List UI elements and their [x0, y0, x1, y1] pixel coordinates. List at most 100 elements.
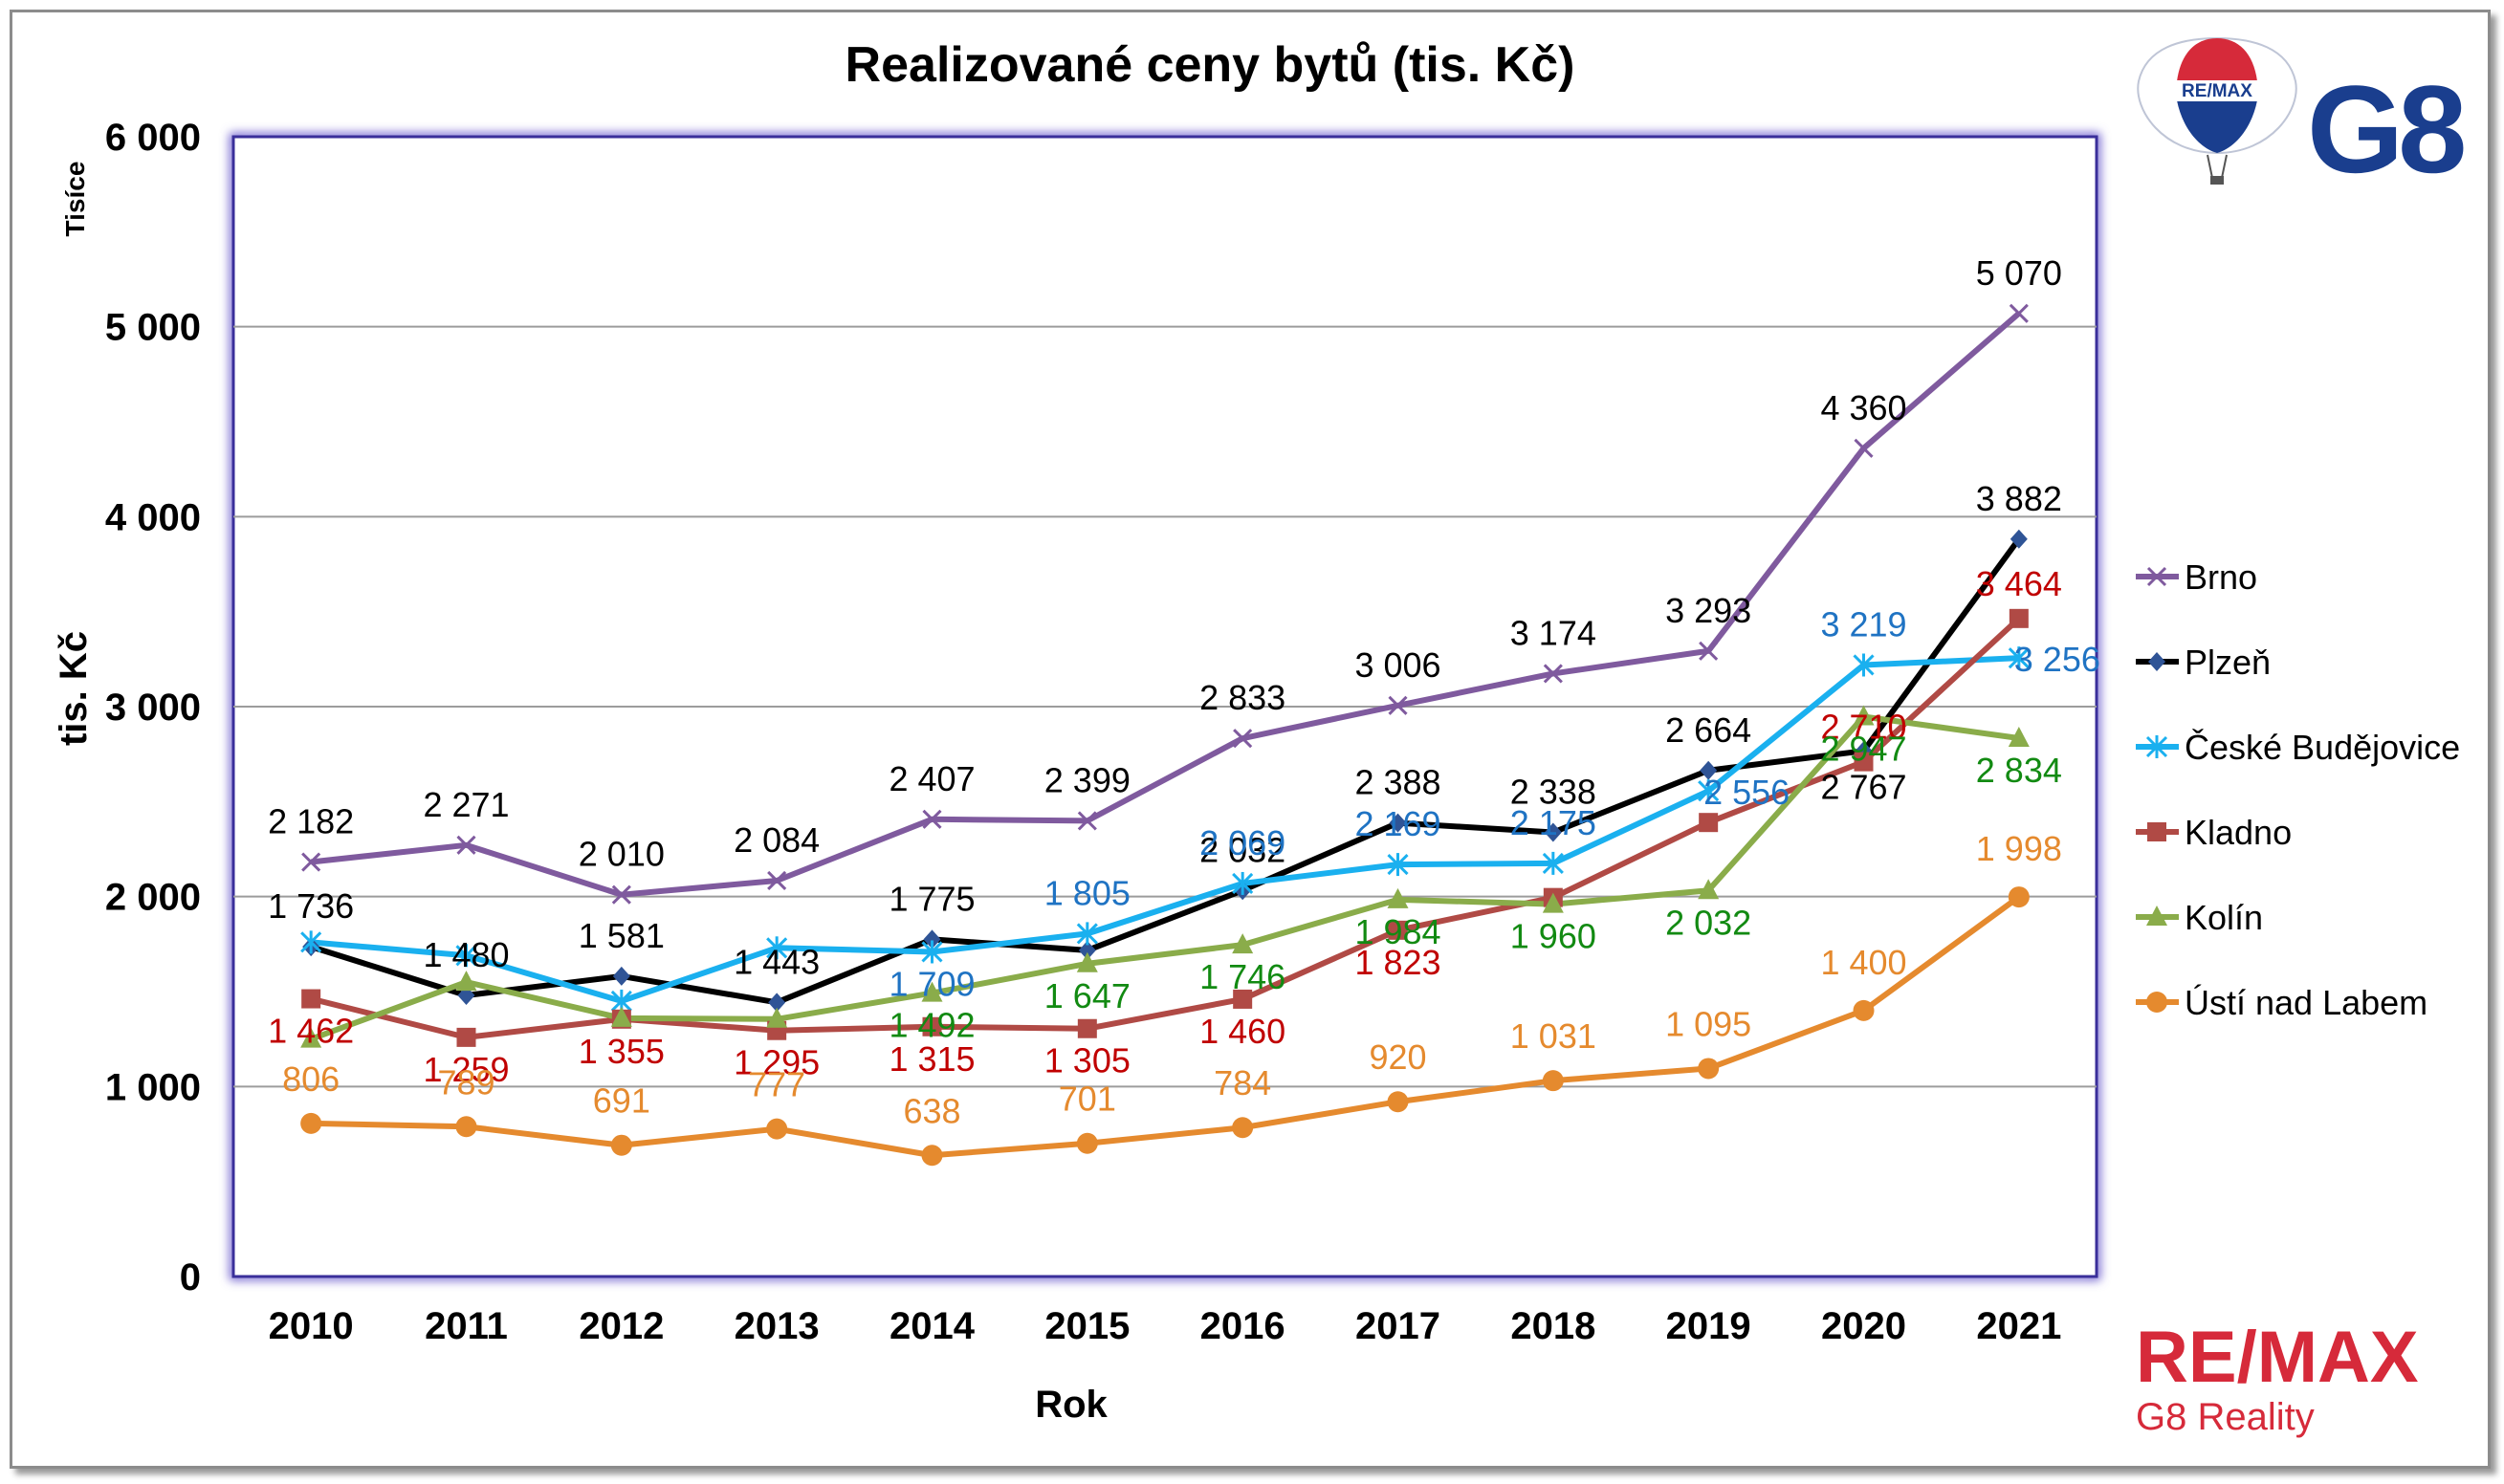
- data-label: 1 823: [1354, 943, 1440, 982]
- data-label: 1 305: [1044, 1041, 1131, 1080]
- legend-label: Brno: [2185, 557, 2257, 597]
- series-line: [310, 616, 2021, 1040]
- remax-wordmark: RE/MAX: [2136, 1317, 2419, 1398]
- data-point: [1543, 664, 1563, 684]
- data-point: [1698, 1058, 1720, 1080]
- data-label: 2 169: [1354, 804, 1440, 843]
- y-tick-label: 6 000: [105, 117, 201, 159]
- data-point: [300, 1027, 322, 1048]
- data-point: [922, 809, 942, 829]
- x-tick-label: 2010: [269, 1305, 354, 1347]
- series-line: [310, 655, 2019, 1004]
- data-point: [1698, 879, 1720, 900]
- data-label: 1 443: [734, 942, 820, 981]
- x-tick-label: 2017: [1355, 1305, 1440, 1347]
- data-label: 1 259: [423, 1050, 509, 1089]
- data-label: 1 581: [579, 916, 665, 955]
- data-label: 1 315: [889, 1039, 975, 1079]
- g8-logo-text: G8: [2307, 59, 2464, 199]
- data-point: [2008, 886, 2030, 908]
- data-point: [1853, 705, 1875, 726]
- x-tick-label: 2013: [735, 1305, 820, 1347]
- data-point: [1387, 887, 1409, 908]
- data-label: 1 355: [579, 1032, 665, 1071]
- y-tick-label: 2 000: [105, 877, 201, 919]
- data-label: 2 407: [889, 759, 975, 798]
- data-point: [1077, 1018, 1097, 1038]
- data-label: 2 175: [1510, 803, 1596, 842]
- data-label: 784: [1214, 1063, 1271, 1102]
- data-label: 1 746: [1199, 957, 1285, 996]
- data-label: 3 464: [1976, 564, 2062, 603]
- data-point: [610, 1134, 632, 1156]
- data-label: 3 293: [1665, 591, 1751, 630]
- data-point: [2146, 906, 2167, 926]
- data-point: [1232, 871, 1254, 895]
- data-point: [1387, 853, 1409, 877]
- x-tick-label: 2021: [1976, 1305, 2061, 1347]
- data-point: [1853, 999, 1875, 1021]
- data-point: [2146, 992, 2167, 1013]
- data-point: [610, 1006, 632, 1027]
- data-point: [1076, 922, 1098, 946]
- data-point: [1389, 813, 1407, 833]
- data-label: 3 882: [1976, 479, 2062, 518]
- data-label: 2 834: [1976, 751, 2062, 790]
- data-point: [455, 971, 477, 992]
- data-label: 2 399: [1044, 760, 1131, 799]
- data-label: 5 070: [1976, 253, 2062, 293]
- data-label: 1 709: [889, 964, 975, 1003]
- data-label: 1 295: [734, 1043, 820, 1082]
- data-point: [1388, 695, 1408, 715]
- data-point: [301, 852, 321, 872]
- data-point: [1854, 438, 1874, 458]
- x-tick-label: 2015: [1044, 1305, 1130, 1347]
- data-label: 2 664: [1665, 710, 1751, 750]
- legend-label: Kladno: [2185, 813, 2292, 852]
- data-point: [2009, 303, 2029, 323]
- data-label: 3 006: [1354, 645, 1440, 685]
- data-label: 1 400: [1820, 943, 1906, 982]
- x-tick-label: 2012: [579, 1305, 664, 1347]
- y-axis-label: tis. Kč: [53, 631, 95, 746]
- data-label: 2 388: [1354, 763, 1440, 802]
- data-label: 2 710: [1820, 708, 1906, 747]
- x-tick-label: 2020: [1821, 1305, 1906, 1347]
- data-point: [1387, 1091, 1409, 1113]
- data-point: [921, 1145, 943, 1167]
- legend-label: Plzeň: [2185, 643, 2271, 682]
- data-label: 1 805: [1044, 873, 1131, 912]
- data-label: 1 775: [889, 879, 975, 918]
- data-label: 2 338: [1510, 773, 1596, 812]
- data-point: [1542, 851, 1564, 875]
- data-point: [766, 1007, 788, 1028]
- data-label: 2 556: [1703, 773, 1790, 812]
- legend-label: České Budějovice: [2185, 728, 2460, 767]
- data-point: [2010, 529, 2028, 549]
- data-point: [2148, 652, 2165, 671]
- x-axis-label: Rok: [1035, 1384, 1108, 1426]
- balloon-brand-text: RE/MAX: [2182, 81, 2252, 101]
- data-label: 3 219: [1820, 604, 1906, 644]
- data-label: 2 069: [1199, 823, 1285, 862]
- series-markers: [300, 303, 2030, 1167]
- data-point: [1233, 989, 1253, 1009]
- y-axis-unit-label: Tisíce: [60, 162, 90, 237]
- gridlines: [233, 325, 2097, 1088]
- data-label: 4 360: [1820, 388, 1906, 427]
- data-point: [455, 1116, 477, 1138]
- data-label: 920: [1369, 1037, 1426, 1077]
- data-point: [455, 944, 477, 968]
- data-label: 1 492: [889, 1006, 975, 1045]
- data-point: [1077, 811, 1097, 831]
- data-point: [766, 936, 788, 960]
- data-point: [1853, 653, 1875, 677]
- x-tick-label: 2016: [1200, 1305, 1285, 1347]
- data-point: [1699, 813, 1719, 833]
- series-line: [310, 713, 2020, 1042]
- data-label: 638: [903, 1091, 960, 1130]
- data-label: 806: [282, 1059, 340, 1099]
- data-point: [1388, 920, 1408, 940]
- data-label: 2 010: [579, 835, 665, 874]
